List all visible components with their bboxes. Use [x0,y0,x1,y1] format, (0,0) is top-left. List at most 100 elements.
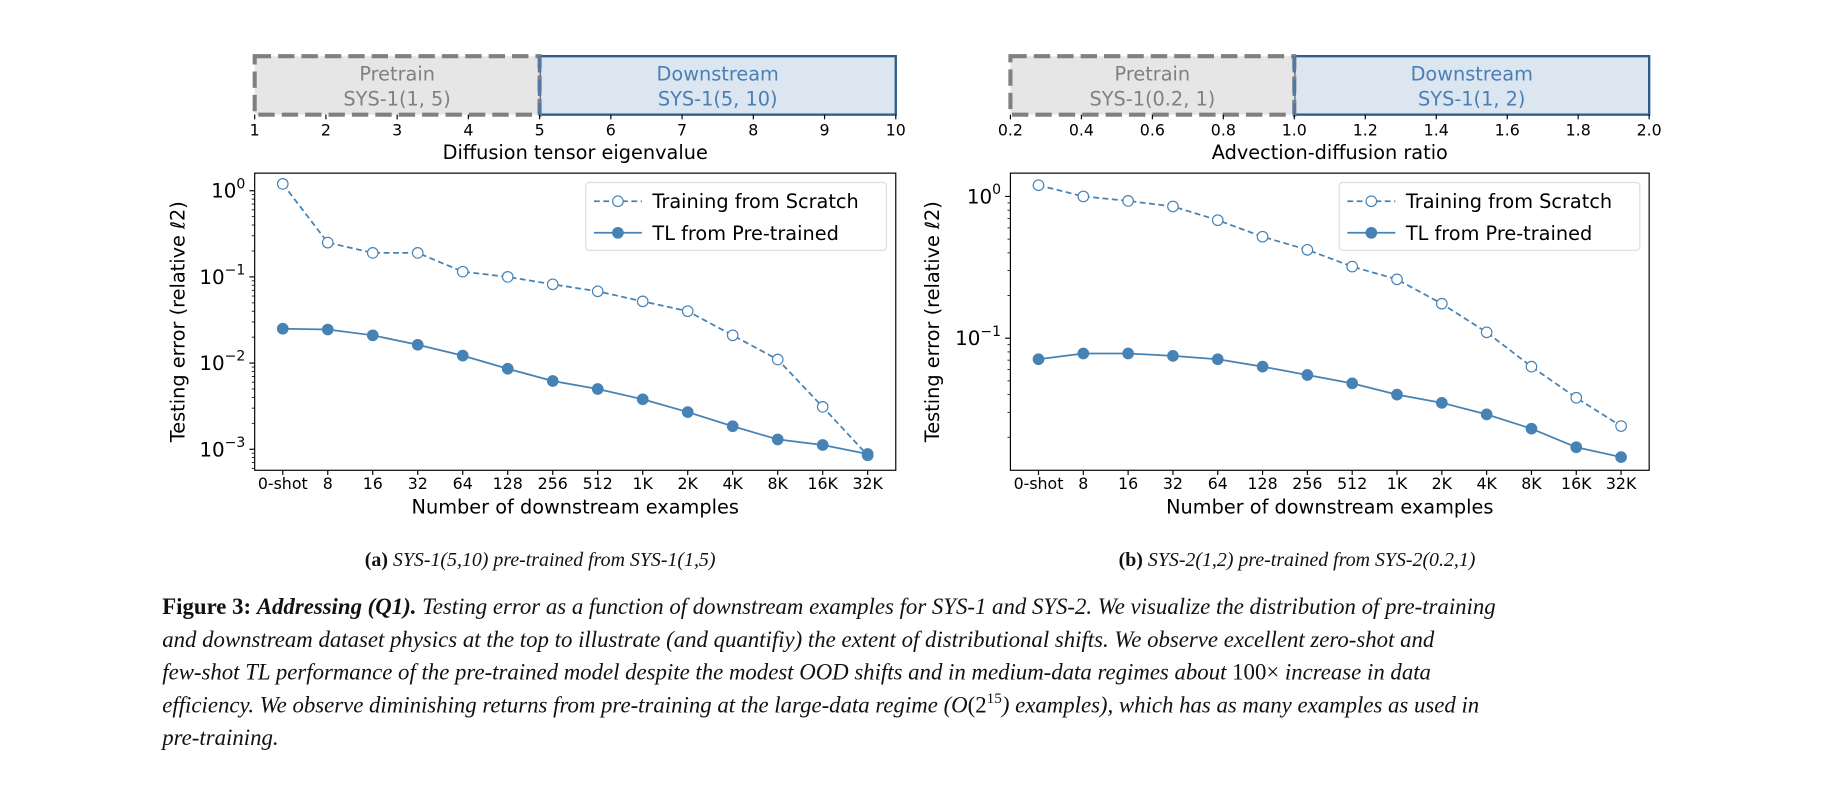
y-tick-label: 10−2 [199,349,245,375]
x-tick-label: 16 [1118,474,1138,493]
x-tick-label: 512 [1337,474,1367,493]
data-point-scratch [366,247,379,259]
legend-marker [612,195,624,208]
y-tick-base: 10 [211,180,236,203]
data-point-tl [456,349,469,362]
x-tick-label: 64 [1208,474,1228,493]
downstream-range-box [1293,54,1651,116]
data-point-scratch [1525,360,1538,373]
x-tick-label: 32 [408,474,428,493]
range-tick-label: 0.8 [1211,121,1236,140]
range-tick-label: 5 [535,121,545,140]
data-point-scratch [1077,190,1090,203]
pretrain-range-box [252,54,542,117]
y-tick-exponent: −3 [225,435,246,451]
data-point-scratch [1301,243,1314,256]
y-tick-exponent: −2 [225,349,246,365]
svg-text:Figure 3: Addressing (Q1: Figure 3: Addressing (Q1). Testing error… [162,594,1495,619]
range-tick-label: 1.0 [1282,121,1307,140]
caption-line-3-c: increase in data [1285,660,1431,685]
legend-label: Training from Scratch [1405,190,1612,213]
range-tick-label: 2.0 [1637,121,1662,140]
caption-line-1: Testing error as a function of downstrea… [422,594,1496,619]
data-point-tl [816,439,829,451]
range-tick-label: 10 [886,121,906,140]
data-point-scratch [681,305,694,318]
data-point-scratch [276,178,289,190]
data-point-scratch [726,329,739,342]
data-point-scratch [1391,273,1403,286]
y-tick-exponent: −1 [980,324,1001,340]
x-tick-label: 2K [1432,474,1453,493]
data-point-scratch [1256,230,1269,243]
series-line-scratch [1038,184,1622,427]
data-point-tl [591,383,604,395]
range-tick-label: 0.2 [998,121,1023,140]
y-tick-label: 10−1 [955,324,1001,350]
y-axis-label: Testing error (relative ℓ2) [921,201,944,443]
x-tick-label: 256 [538,474,568,493]
caption-line-4-c: (2 [968,692,987,717]
x-tick-label: 128 [493,474,523,493]
series-line-scratch [282,183,869,456]
range-bar-xlabel: Diffusion tensor eigenvalue [443,141,708,164]
data-point-tl [861,448,874,460]
data-point-tl [1391,388,1403,401]
range-tick-label: 0.6 [1140,121,1165,140]
x-tick-label: 16K [1561,474,1592,493]
caption-figure-label: Figure 3: [162,594,251,619]
subcaption: (a) SYS-1(5,10) pre-trained from SYS-1(1… [365,549,716,571]
data-point-tl [636,393,649,406]
range-tick-label: 1 [250,121,260,140]
caption-line-4: efficiency. We observe diminishing retur… [162,690,1479,717]
figure-caption: Figure 3: Addressing (Q1). Testing error… [160,594,1495,750]
plot-frame [254,172,897,471]
legend-box [1338,181,1641,251]
pretrain-title: Pretrain [359,63,435,86]
caption-line-5: pre-training. [160,725,278,750]
data-point-scratch [1435,297,1448,310]
pretrain-name: SYS-1(1, 5) [343,87,450,110]
y-tick-label: 100 [211,176,245,202]
caption-line-4-b: O [951,692,967,717]
caption-line-3-b: 100× [1232,660,1279,685]
range-tick-label: 6 [606,121,616,140]
range-tick-label: 3 [392,121,402,140]
y-tick-exponent: −1 [225,263,246,279]
y-tick-exponent: 0 [236,176,245,192]
data-point-scratch [321,236,334,249]
y-tick-label: 10−1 [199,263,245,289]
series-line-tl [282,327,868,455]
data-point-scratch [816,401,829,413]
subcaption-label: (b) [1119,549,1148,571]
data-point-scratch [1615,420,1627,432]
x-tick-label: 0-shot [1014,474,1064,493]
x-tick-label: 32 [1163,474,1183,493]
data-point-scratch [1211,214,1224,227]
x-tick-label: 1K [1387,474,1408,493]
legend-label: Training from Scratch [651,190,858,213]
pretrain-name: SYS-1(0.2, 1) [1089,87,1215,110]
data-point-tl [771,433,784,446]
data-point-tl [1211,353,1224,366]
range-tick-label: 4 [463,121,473,140]
data-point-tl [1032,353,1045,366]
x-tick-label: 8 [1078,474,1088,493]
x-axis-label: Number of downstream examples [1166,496,1493,519]
x-tick-label: 32K [1606,474,1637,493]
legend-label: TL from Pre-trained [1405,222,1592,245]
plot-frame [1009,172,1650,471]
data-point-scratch [456,265,469,278]
data-point-scratch [1480,326,1493,339]
data-point-tl [1435,396,1448,409]
y-tick-base: 10 [955,327,980,350]
data-point-scratch [636,295,649,308]
legend-marker [1365,226,1378,239]
x-tick-label: 32K [852,474,883,493]
range-tick-label: 1.8 [1566,121,1591,140]
caption-line-4-d: 15 [987,690,1002,707]
caption-title: Addressing (Q1). [255,594,417,619]
subcaption: (b) SYS-2(1,2) pre-trained from SYS-2(0.… [1119,549,1476,571]
